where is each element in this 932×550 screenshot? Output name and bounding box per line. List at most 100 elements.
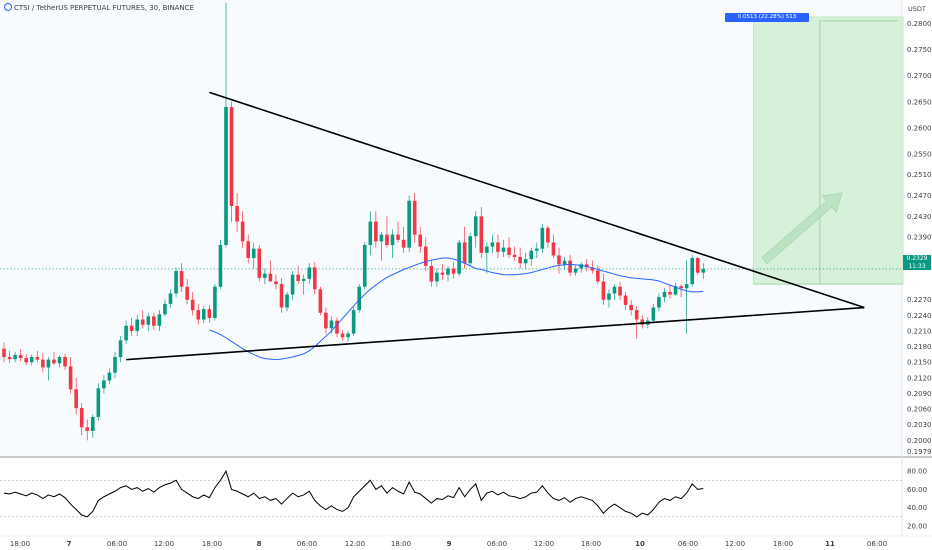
candle-body[interactable] [57,357,62,364]
candle-body[interactable] [451,268,456,274]
candle-body[interactable] [390,234,395,246]
candle-body[interactable] [285,294,289,308]
candle-body[interactable] [551,242,556,256]
candle-body[interactable] [385,234,389,246]
candle-body[interactable] [590,267,595,271]
candle-body[interactable] [546,227,550,243]
candle-body[interactable] [24,358,28,363]
candle-body[interactable] [179,271,184,287]
candle-body[interactable] [2,348,6,358]
candle-body[interactable] [435,272,439,282]
candle-body[interactable] [440,272,445,275]
candle-body[interactable] [7,357,12,360]
candle-body[interactable] [651,307,656,321]
candle-body[interactable] [91,416,95,431]
candle-body[interactable] [79,408,84,428]
candle-body[interactable] [35,357,40,360]
candle-body[interactable] [462,242,467,264]
candle-body[interactable] [507,247,511,255]
candle-body[interactable] [357,286,361,311]
candle-body[interactable] [63,357,67,367]
candle-body[interactable] [202,309,206,320]
candle-body[interactable] [490,242,495,247]
candle-body[interactable] [535,248,539,251]
candle-body[interactable] [396,234,400,240]
candle-body[interactable] [140,319,145,325]
candle-body[interactable] [485,246,489,253]
candle-body[interactable] [307,267,312,279]
candle-body[interactable] [579,264,583,269]
candle-body[interactable] [190,299,195,311]
candle-body[interactable] [496,242,500,252]
candle-body[interactable] [529,250,534,260]
candle-body[interactable] [41,359,45,368]
candle-body[interactable] [662,291,667,298]
candle-body[interactable] [479,216,484,253]
candle-body[interactable] [618,286,622,296]
candle-body[interactable] [107,372,112,381]
candle-body[interactable] [185,286,189,300]
candle-body[interactable] [501,247,506,252]
candle-body[interactable] [429,265,434,282]
candle-body[interactable] [640,319,645,325]
candle-body[interactable] [279,284,284,308]
candle-body[interactable] [379,234,384,242]
candle-body[interactable] [163,303,167,315]
candle-body[interactable] [196,310,201,320]
candle-body[interactable] [679,286,683,289]
candle-body[interactable] [684,284,689,289]
candle-body[interactable] [301,278,306,281]
candle-body[interactable] [318,289,323,313]
candle-body[interactable] [29,357,34,363]
candle-body[interactable] [568,260,572,273]
candle-body[interactable] [446,268,450,275]
candle-body[interactable] [213,286,217,318]
candle-body[interactable] [329,320,334,329]
candle-body[interactable] [324,312,328,329]
candle-body[interactable] [113,357,117,373]
candle-body[interactable] [418,234,423,247]
candle-body[interactable] [629,304,633,311]
candle-body[interactable] [52,359,56,364]
candle-body[interactable] [668,291,672,295]
candle-body[interactable] [146,316,151,325]
candle-body[interactable] [512,254,517,258]
candle-body[interactable] [168,293,173,304]
candle-body[interactable] [290,274,295,295]
candle-body[interactable] [268,273,273,282]
candle-body[interactable] [135,319,139,331]
candle-body[interactable] [335,320,339,334]
candle-body[interactable] [401,239,406,248]
candle-body[interactable] [623,295,628,305]
candle-body[interactable] [313,267,317,290]
candle-body[interactable] [468,236,472,264]
candle-body[interactable] [607,293,611,300]
candle-body[interactable] [374,221,378,242]
candle-body[interactable] [102,380,106,389]
candle-body[interactable] [218,245,223,287]
candle-body[interactable] [562,260,567,265]
candle-body[interactable] [118,340,123,358]
candle-body[interactable] [257,248,262,278]
candle-body[interactable] [74,389,78,409]
candle-body[interactable] [68,366,73,390]
candle-body[interactable] [207,309,212,318]
candle-body[interactable] [240,221,245,242]
candle-body[interactable] [246,241,250,259]
candle-body[interactable] [85,427,90,431]
candle-body[interactable] [557,255,561,265]
trendline-descending[interactable] [209,91,865,309]
candle-body[interactable] [634,310,639,320]
candle-body[interactable] [13,354,17,360]
candle-body[interactable] [584,264,589,268]
position-label[interactable]: 0.0513 (22.28%) 513 [725,13,809,22]
candle-body[interactable] [46,359,51,368]
candle-body[interactable] [673,286,678,295]
candle-body[interactable] [346,333,350,338]
candle-body[interactable] [362,245,367,287]
candle-body[interactable] [540,227,545,249]
candle-body[interactable] [657,297,661,308]
candle-body[interactable] [129,325,134,331]
candle-body[interactable] [407,200,411,248]
